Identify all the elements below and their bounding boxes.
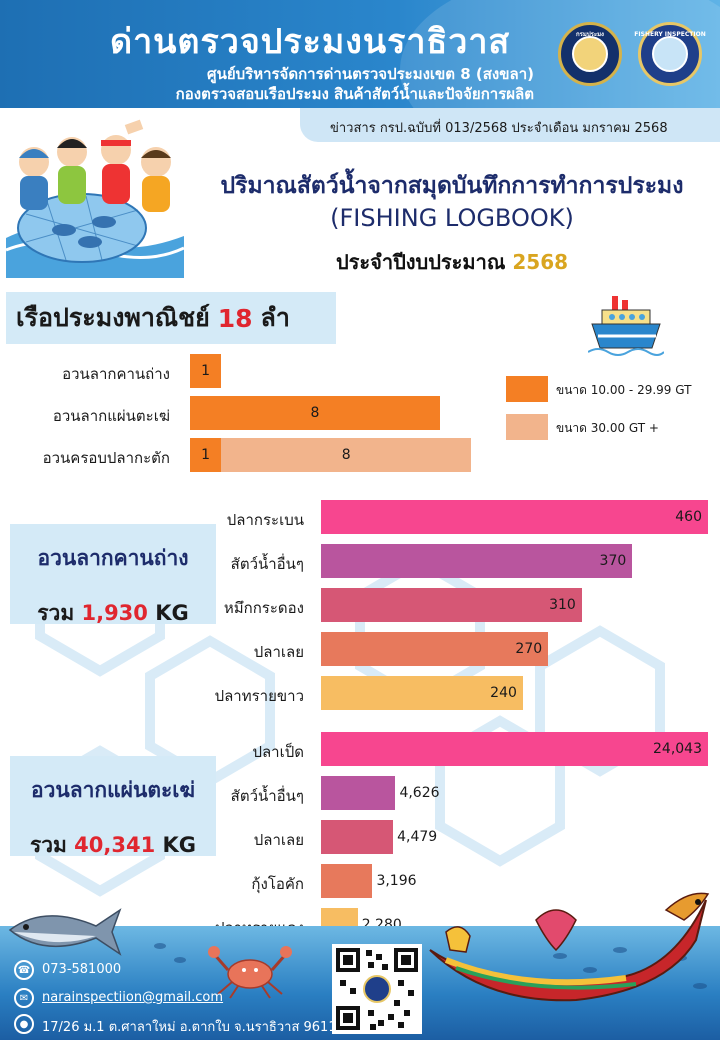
logo-emblem-icon xyxy=(572,36,608,72)
otter-board-trawl-total: รวม 40,341 KG xyxy=(10,829,216,862)
otter-board-trawl-species-bar xyxy=(321,864,373,898)
fishery-inspection-logo: FISHERY INSPECTION xyxy=(634,22,706,86)
beam-trawl-species-bar: 460 xyxy=(321,500,708,534)
vessel-count-label: เรือประมงพาณิชย์ xyxy=(16,303,210,332)
header-title: ด่านตรวจประมงนราธิวาส xyxy=(110,22,511,62)
vessel-gear-label: อวนลากแผ่นตะเฆ่ xyxy=(52,407,170,425)
fishermen-illustration xyxy=(6,119,184,278)
vessel-bar-small-gt: 1 xyxy=(190,354,222,388)
crab-icon xyxy=(208,946,292,999)
beam-trawl-species-value: 370 xyxy=(599,553,627,569)
beam-trawl-summary-box: อวนลากคานถ่าง รวม 1,930 KG xyxy=(10,524,216,625)
beam-trawl-species-value: 310 xyxy=(549,597,576,613)
otter-board-trawl-species-label: ปลาเลย xyxy=(253,831,304,849)
qr-code[interactable] xyxy=(332,944,422,1034)
otter-board-trawl-total-value: 40,341 xyxy=(74,833,156,857)
vessel-count-value: 18 xyxy=(217,303,253,333)
beam-trawl-species-bar: 240 xyxy=(321,676,523,710)
ship-icon xyxy=(588,296,664,356)
fiscal-year-value: 2568 xyxy=(512,250,569,274)
otter-board-trawl-species-label: สัตว์น้ำอื่นๆ xyxy=(230,787,304,805)
otter-board-trawl-species-bar: 24,043 xyxy=(321,732,708,766)
beam-trawl-total-prefix: รวม xyxy=(37,601,75,625)
beam-trawl-species-bar: 270 xyxy=(321,632,549,666)
beam-trawl-species-bar: 370 xyxy=(321,544,633,578)
beam-trawl-species-label: สัตว์น้ำอื่นๆ xyxy=(230,555,304,573)
email-icon: ✉ xyxy=(14,988,34,1008)
bulletin-bar xyxy=(300,108,720,142)
footer-address: 17/26 ม.1 ต.ศาลาใหม่ อ.ตากใบ จ.นราธิวาส … xyxy=(42,1020,345,1035)
logo-left-text: กรมประมง xyxy=(576,31,604,38)
fiscal-year-prefix: ประจำปีงบประมาณ xyxy=(335,250,506,274)
beam-trawl-total-unit: KG xyxy=(155,601,189,625)
beam-trawl-title: อวนลากคานถ่าง xyxy=(37,546,189,570)
footer-email[interactable]: narainspectiion@gmail.com xyxy=(42,990,224,1005)
otter-board-trawl-species-bar xyxy=(321,820,394,854)
logo-anchor-icon xyxy=(652,36,688,72)
legend-swatch-large xyxy=(506,414,548,440)
otter-board-trawl-species-label: ปลาเป็ด xyxy=(252,743,304,761)
beam-trawl-species-label: ปลาทรายขาว xyxy=(214,687,304,705)
vessel-bar-small-gt: 8 xyxy=(190,396,440,430)
beam-trawl-species-value: 460 xyxy=(675,509,702,525)
vessel-gear-label: อวนลากคานถ่าง xyxy=(62,365,170,383)
header-subtitle-1: ศูนย์บริหารจัดการด่านตรวจประมงเขต 8 (สงข… xyxy=(207,65,534,83)
otter-board-trawl-species-value: 4,479 xyxy=(397,829,438,845)
otter-board-trawl-species-value: 24,043 xyxy=(653,741,702,757)
beam-trawl-species-bar: 310 xyxy=(321,588,582,622)
beam-trawl-species-label: ปลากระเบน xyxy=(226,511,304,529)
fiscal-year-line: ประจำปีงบประมาณ 2568 xyxy=(184,246,720,278)
beam-trawl-total-value: 1,930 xyxy=(81,601,148,625)
location-pin-icon: ● xyxy=(14,1014,34,1034)
otter-board-trawl-species-value: 3,196 xyxy=(376,873,417,889)
kolae-boat-icon xyxy=(429,892,710,1002)
beam-trawl-total: รวม 1,930 KG xyxy=(10,597,216,630)
department-of-fisheries-logo: กรมประมง xyxy=(558,22,622,86)
beam-trawl-species-value: 240 xyxy=(490,685,517,701)
otter-board-trawl-species-value: 4,626 xyxy=(399,785,440,801)
bulletin-text: ข่าวสาร กรป.ฉบับที่ 013/2568 ประจำเดือน … xyxy=(330,121,668,136)
legend-swatch-small xyxy=(506,376,548,402)
header-subtitle-2: กองตรวจสอบเรือประมง สินค้าสัตว์น้ำและปัจ… xyxy=(175,85,534,103)
otter-board-trawl-total-unit: KG xyxy=(162,833,197,857)
logo-right-text: FISHERY INSPECTION xyxy=(634,31,706,38)
beam-trawl-species-label: ปลาเลย xyxy=(253,643,304,661)
otter-board-trawl-species-bar xyxy=(321,776,396,810)
vessel-bar-large-gt: 8 xyxy=(221,438,472,472)
commercial-vessel-count-box: เรือประมงพาณิชย์ 18 ลำ xyxy=(6,292,336,344)
tuna-icon xyxy=(8,908,122,956)
otter-board-trawl-title: อวนลากแผ่นตะเฆ่ xyxy=(30,778,195,802)
vessel-gear-label: อวนครอบปลากะตัก xyxy=(42,449,170,467)
beam-trawl-species-value: 270 xyxy=(515,641,543,657)
otter-board-trawl-summary-box: อวนลากแผ่นตะเฆ่ รวม 40,341 KG xyxy=(10,756,216,857)
vessel-bar-small-gt: 1 xyxy=(190,438,222,472)
otter-board-trawl-species-label: กุ้งโอคัก xyxy=(251,875,304,893)
main-title: ปริมาณสัตว์น้ำจากสมุดบันทึกการทำการประมง xyxy=(220,173,684,199)
main-title-english: (FISHING LOGBOOK) xyxy=(330,204,574,232)
legend-label-small: ขนาด 10.00 - 29.99 GT xyxy=(556,383,692,397)
legend-label-large: ขนาด 30.00 GT + xyxy=(556,421,659,435)
otter-board-trawl-total-prefix: รวม xyxy=(29,833,67,857)
beam-trawl-species-label: หมึกกระดอง xyxy=(223,599,304,617)
vessel-count-unit: ลำ xyxy=(260,303,290,332)
phone-icon: ☎ xyxy=(14,960,34,980)
footer-phone: 073-581000 xyxy=(42,962,122,977)
